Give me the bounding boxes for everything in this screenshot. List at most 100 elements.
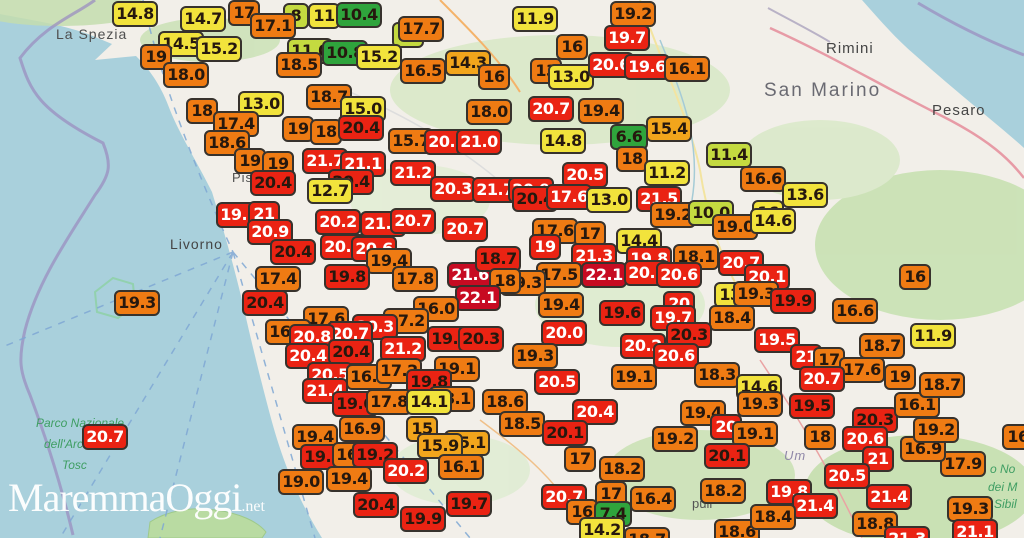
temp-badge[interactable]: 20.5 <box>534 369 580 395</box>
temp-badge[interactable]: 19.4 <box>578 98 624 124</box>
temp-badge[interactable]: 16.9 <box>339 416 385 442</box>
temp-badge[interactable]: 21.2 <box>390 160 436 186</box>
temp-badge[interactable]: 16 <box>556 34 588 60</box>
temp-badge[interactable]: 20.4 <box>250 170 296 196</box>
temp-badge[interactable]: 19 <box>282 116 314 142</box>
temp-badge[interactable]: 19.1 <box>732 421 778 447</box>
temp-badge[interactable]: 17.9 <box>940 451 986 477</box>
temp-badge[interactable]: 19.3 <box>947 496 993 522</box>
temp-badge[interactable]: 21.0 <box>456 129 502 155</box>
temp-badge[interactable]: 14.1 <box>406 389 452 415</box>
temp-badge[interactable]: 19.7 <box>604 25 650 51</box>
temp-badge[interactable]: 14.6 <box>736 374 782 400</box>
temp-badge[interactable]: 16.6 <box>740 166 786 192</box>
temp-badge[interactable]: 20.1 <box>542 420 588 446</box>
temp-badge[interactable]: 17.7 <box>398 16 444 42</box>
temp-badge[interactable]: 18.3 <box>694 362 740 388</box>
temp-badge[interactable]: 21.1 <box>952 519 998 538</box>
temp-badge[interactable]: 14.3 <box>445 50 491 76</box>
temp-badge[interactable]: 17.1 <box>250 13 296 39</box>
temp-badge[interactable]: 19.6 <box>624 54 670 80</box>
temp-badge[interactable]: 20.2 <box>383 458 429 484</box>
temp-badge[interactable]: 19.4 <box>538 292 584 318</box>
temp-badge[interactable]: 16 <box>1002 424 1024 450</box>
temp-badge[interactable]: 20.1 <box>704 443 750 469</box>
temp-badge[interactable]: 20.5 <box>824 463 870 489</box>
temp-badge[interactable]: 18.5 <box>499 411 545 437</box>
temp-badge[interactable]: 20.4 <box>338 115 384 141</box>
temp-badge[interactable]: 20.6 <box>653 343 699 369</box>
temp-badge[interactable]: 13.0 <box>238 91 284 117</box>
temp-badge[interactable]: 20.7 <box>528 96 574 122</box>
temp-badge[interactable]: 11 <box>308 3 340 29</box>
temp-badge[interactable]: 19.5 <box>789 393 835 419</box>
temp-badge[interactable]: 22.1 <box>581 262 627 288</box>
temp-badge[interactable]: 19.3 <box>737 391 783 417</box>
temp-badge[interactable]: 19.3 <box>114 290 160 316</box>
temp-badge[interactable]: 10.4 <box>336 2 382 28</box>
temp-badge[interactable]: 14.7 <box>180 6 226 32</box>
temp-badge[interactable]: 20.4 <box>328 339 374 365</box>
temp-badge[interactable]: 21.3 <box>884 526 930 538</box>
temp-badge[interactable]: 21.4 <box>866 484 912 510</box>
temp-badge[interactable]: 18.6 <box>482 389 528 415</box>
temp-badge[interactable]: 18.7 <box>859 333 905 359</box>
temp-badge[interactable]: 19.9 <box>400 506 446 532</box>
temp-badge[interactable]: 18.7 <box>306 84 352 110</box>
temp-badge[interactable]: 19.3 <box>733 281 779 307</box>
temp-badge[interactable]: 14.2 <box>579 517 625 538</box>
temp-badge[interactable]: 19.9 <box>770 288 816 314</box>
temp-badge[interactable]: 14.8 <box>112 1 158 27</box>
temp-badge[interactable]: 20.7 <box>799 366 845 392</box>
temp-badge[interactable]: 22.1 <box>455 285 501 311</box>
temp-badge[interactable]: 20.6 <box>656 262 702 288</box>
temp-badge[interactable]: 20.3 <box>458 326 504 352</box>
temp-badge[interactable]: 19.4 <box>366 248 412 274</box>
temp-badge[interactable]: 18.0 <box>163 62 209 88</box>
temp-badge[interactable]: 18.0 <box>466 99 512 125</box>
temp-badge[interactable]: 17.4 <box>255 266 301 292</box>
temp-badge[interactable]: 19 <box>884 364 916 390</box>
temp-badge[interactable]: 16.6 <box>832 298 878 324</box>
temp-badge[interactable]: 17 <box>564 446 596 472</box>
temp-badge[interactable]: 20.7 <box>390 208 436 234</box>
temp-badge[interactable]: 17.8 <box>392 266 438 292</box>
temp-badge[interactable]: 15.2 <box>356 44 402 70</box>
temp-badge[interactable]: 19.4 <box>326 466 372 492</box>
temp-badge[interactable]: 20.7 <box>442 216 488 242</box>
temp-badge[interactable]: 18 <box>804 424 836 450</box>
temp-badge[interactable]: 13.0 <box>548 64 594 90</box>
temp-badge[interactable]: 18.7 <box>475 246 521 272</box>
temp-badge[interactable]: 18.5 <box>276 52 322 78</box>
temp-badge[interactable]: 19.2 <box>913 417 959 443</box>
temp-badge[interactable]: 16.1 <box>438 454 484 480</box>
temp-badge[interactable]: 16.1 <box>894 392 940 418</box>
temp-badge[interactable]: 16 <box>899 264 931 290</box>
temp-badge[interactable]: 18.4 <box>750 504 796 530</box>
temp-badge[interactable]: 16 <box>478 64 510 90</box>
temp-badge[interactable]: 20.7 <box>541 484 587 510</box>
temp-badge[interactable]: 20.0 <box>541 320 587 346</box>
temp-badge[interactable]: 20.3 <box>430 176 476 202</box>
temp-badge[interactable]: 11.4 <box>706 142 752 168</box>
temp-badge[interactable]: 16.4 <box>630 486 676 512</box>
temp-badge[interactable]: 11.9 <box>512 6 558 32</box>
temp-badge[interactable]: 14.6 <box>750 208 796 234</box>
temp-badge[interactable]: 11.2 <box>644 160 690 186</box>
temp-badge[interactable]: 19.2 <box>610 1 656 27</box>
temp-badge[interactable]: 18.7 <box>919 372 965 398</box>
temp-badge[interactable]: 18.2 <box>599 456 645 482</box>
temp-badge[interactable]: 18 <box>489 268 521 294</box>
temp-badge[interactable]: 19.0 <box>278 469 324 495</box>
temp-badge[interactable]: 19.3 <box>512 343 558 369</box>
temp-badge[interactable]: 11.9 <box>910 323 956 349</box>
temp-badge[interactable]: 17.6 <box>839 357 885 383</box>
temp-badge[interactable]: 13.0 <box>586 187 632 213</box>
temp-badge[interactable]: 19.7 <box>446 491 492 517</box>
temp-badge[interactable]: 19 <box>529 234 561 260</box>
temp-badge[interactable]: 18.2 <box>700 478 746 504</box>
temp-badge[interactable]: 20.7 <box>82 424 128 450</box>
temp-badge[interactable]: 16.1 <box>664 56 710 82</box>
temp-badge[interactable]: 20.2 <box>315 209 361 235</box>
